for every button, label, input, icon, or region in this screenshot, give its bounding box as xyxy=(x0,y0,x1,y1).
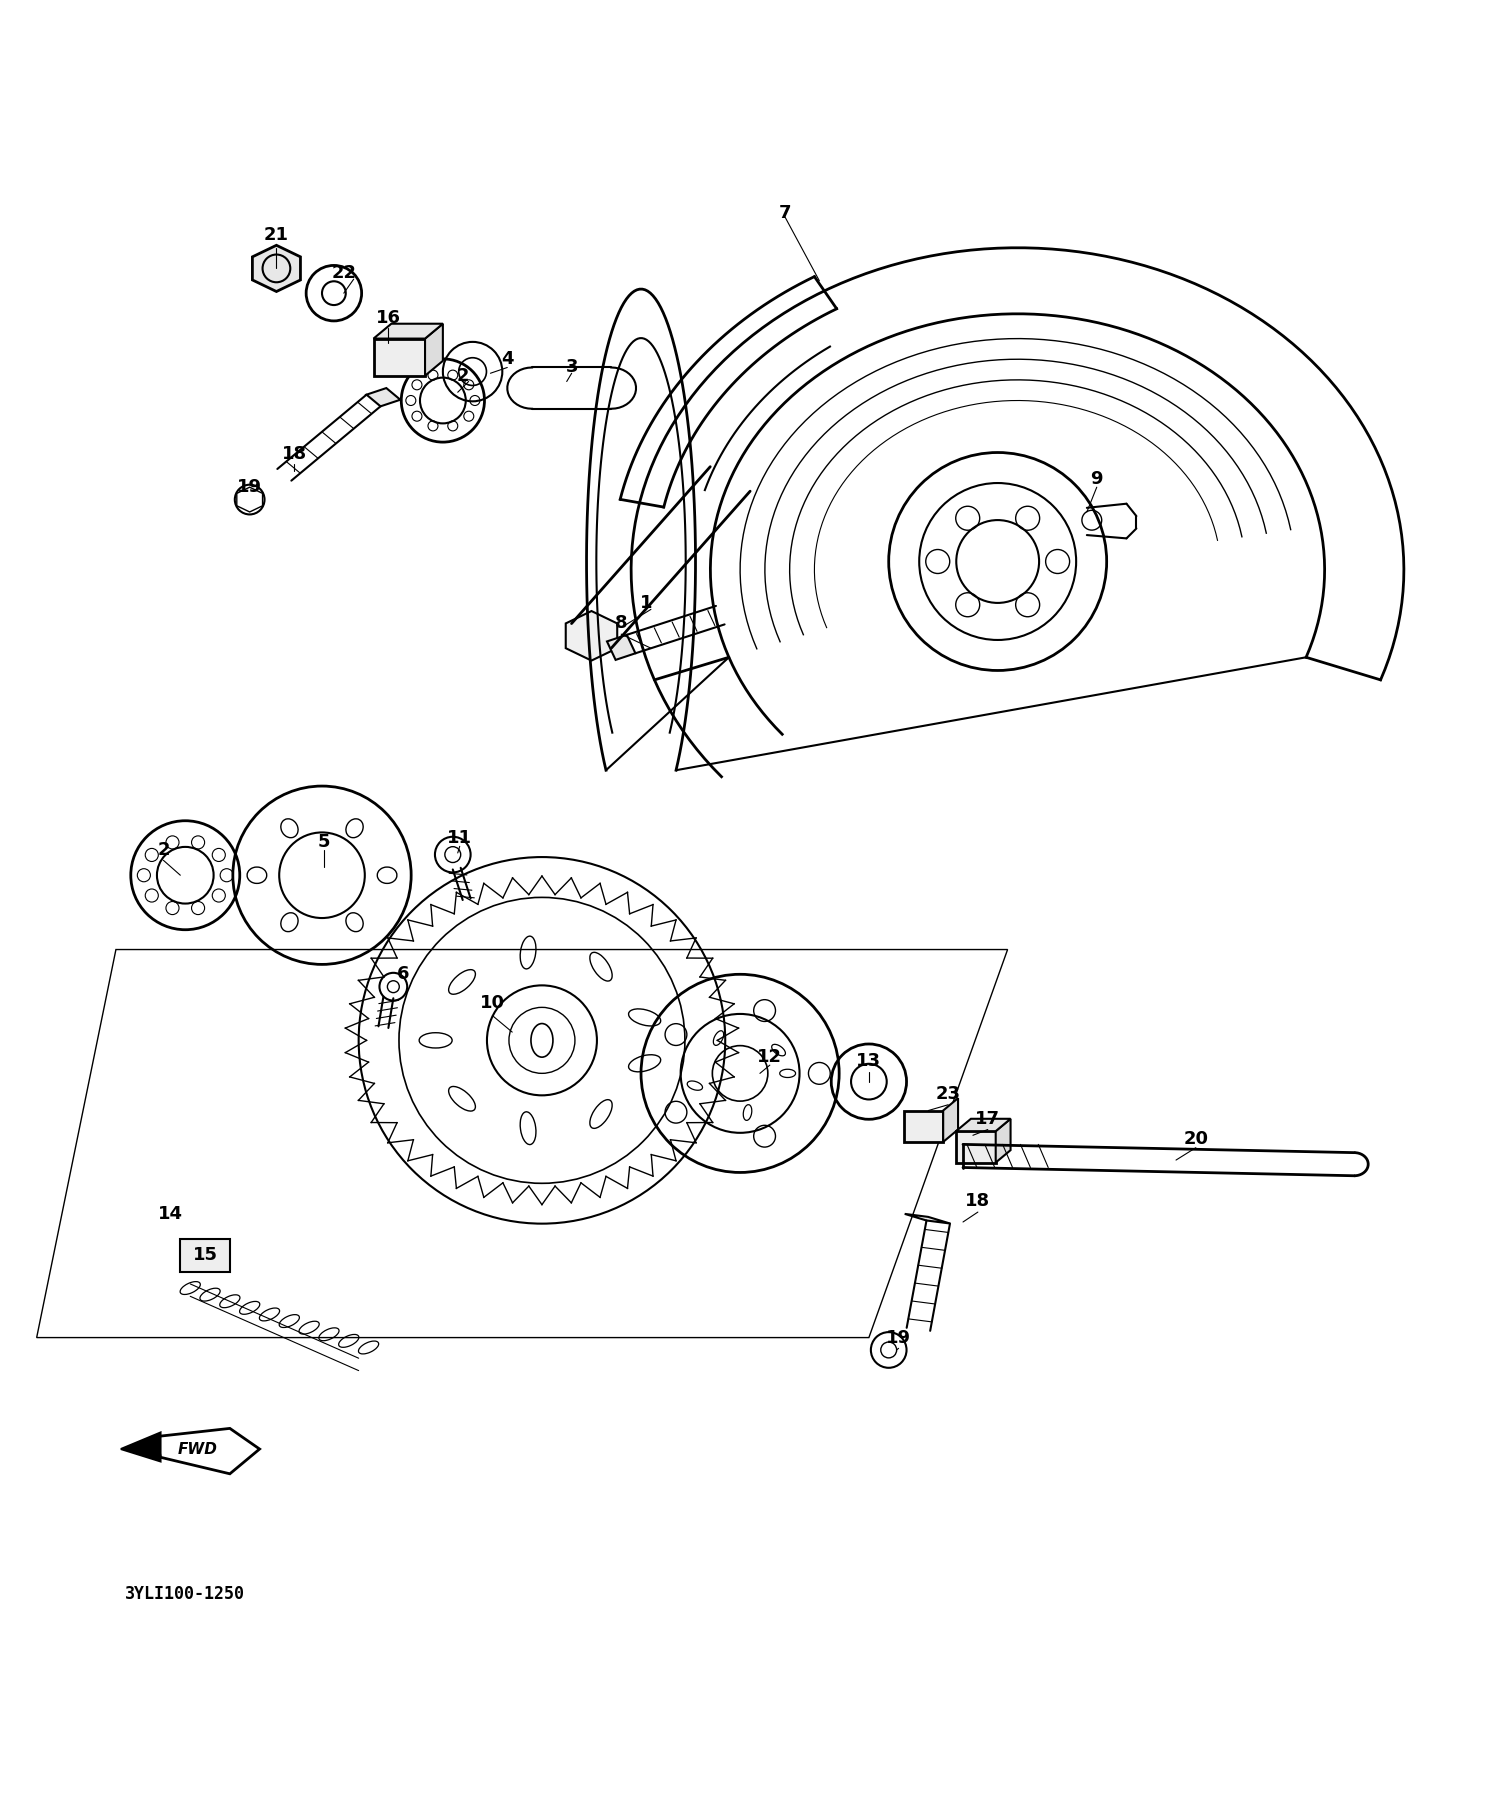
Text: 17: 17 xyxy=(975,1111,1000,1129)
Text: 13: 13 xyxy=(856,1051,882,1069)
Polygon shape xyxy=(608,635,636,661)
Polygon shape xyxy=(903,1111,944,1141)
Polygon shape xyxy=(904,1213,950,1224)
Text: FWD: FWD xyxy=(177,1442,218,1456)
Text: 12: 12 xyxy=(758,1048,783,1066)
Text: 3YLI100-1250: 3YLI100-1250 xyxy=(126,1584,246,1602)
Text: 18: 18 xyxy=(966,1192,990,1210)
Polygon shape xyxy=(956,1130,996,1163)
Text: 11: 11 xyxy=(447,830,472,848)
Text: 7: 7 xyxy=(778,203,790,221)
Text: 18: 18 xyxy=(282,445,308,463)
Text: 21: 21 xyxy=(264,227,290,245)
Polygon shape xyxy=(366,389,400,407)
Text: 19: 19 xyxy=(237,479,262,497)
Text: 20: 20 xyxy=(1184,1130,1209,1148)
Polygon shape xyxy=(424,324,442,376)
Text: 10: 10 xyxy=(480,994,506,1012)
Text: 2: 2 xyxy=(456,367,470,385)
Text: 16: 16 xyxy=(376,310,400,328)
Text: 2: 2 xyxy=(158,841,170,859)
Text: 5: 5 xyxy=(318,833,330,851)
Text: 6: 6 xyxy=(398,965,410,983)
Text: 22: 22 xyxy=(332,263,357,281)
Text: 4: 4 xyxy=(501,351,513,369)
Polygon shape xyxy=(374,338,424,376)
Text: 1: 1 xyxy=(639,594,652,612)
Polygon shape xyxy=(122,1433,160,1462)
Polygon shape xyxy=(252,245,300,292)
Text: 3: 3 xyxy=(566,358,578,376)
Polygon shape xyxy=(156,1429,260,1474)
Polygon shape xyxy=(996,1120,1011,1163)
Polygon shape xyxy=(374,324,442,338)
Polygon shape xyxy=(944,1098,958,1141)
Text: 8: 8 xyxy=(615,614,627,632)
Polygon shape xyxy=(956,1120,1011,1130)
Text: 15: 15 xyxy=(192,1246,217,1264)
Text: 19: 19 xyxy=(886,1328,910,1346)
Text: 9: 9 xyxy=(1090,470,1102,488)
Text: 23: 23 xyxy=(936,1085,960,1103)
Text: 14: 14 xyxy=(158,1204,183,1222)
Polygon shape xyxy=(566,610,616,661)
Polygon shape xyxy=(180,1238,230,1271)
